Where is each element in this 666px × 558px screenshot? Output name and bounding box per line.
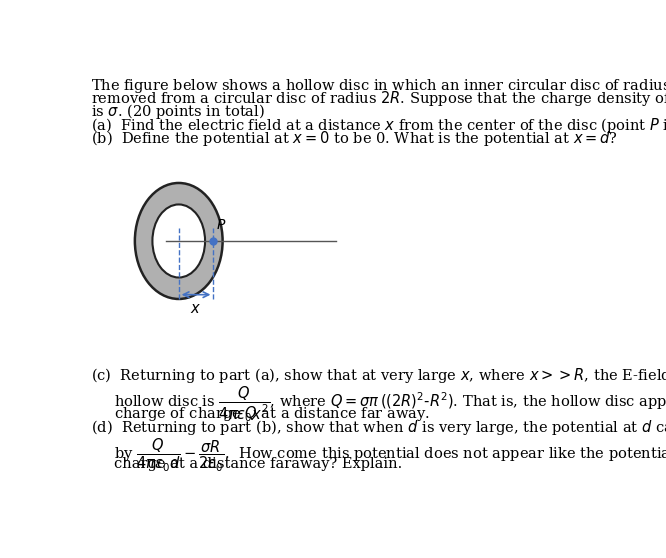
Text: The figure below shows a hollow disc in which an inner circular disc of radius $: The figure below shows a hollow disc in …: [91, 76, 666, 95]
Ellipse shape: [135, 183, 222, 299]
Text: by $\dfrac{Q}{4\pi\varepsilon_0 d} - \dfrac{\sigma R}{2\varepsilon_0}$.  How com: by $\dfrac{Q}{4\pi\varepsilon_0 d} - \df…: [115, 436, 666, 474]
Ellipse shape: [153, 204, 205, 277]
Text: charge of charge $Q$ at a distance far away.: charge of charge $Q$ at a distance far a…: [115, 404, 430, 424]
Text: (c)  Returning to part (a), show that at very large $x$, where $x >> R$, the E-f: (c) Returning to part (a), show that at …: [91, 365, 666, 384]
Text: removed from a circular disc of radius $2R$. Suppose that the charge density of : removed from a circular disc of radius $…: [91, 89, 666, 108]
Text: (d)  Returning to part (b), show that when $d$ is very large, the potential at $: (d) Returning to part (b), show that whe…: [91, 417, 666, 436]
Text: (b)  Define the potential at $x = 0$ to be 0. What is the potential at $x = d$?: (b) Define the potential at $x = 0$ to b…: [91, 129, 618, 148]
Text: $x$: $x$: [190, 302, 202, 316]
Text: is $\sigma$. (20 points in total): is $\sigma$. (20 points in total): [91, 102, 265, 121]
Text: hollow disc is $\dfrac{Q}{4\pi\varepsilon_0 x^2}$, where $Q = \sigma\pi\,((2R)^2: hollow disc is $\dfrac{Q}{4\pi\varepsilo…: [115, 384, 666, 424]
Text: $P$: $P$: [216, 218, 226, 232]
Text: charge at a distance faraway? Explain.: charge at a distance faraway? Explain.: [115, 456, 402, 470]
Text: (a)  Find the electric field at a distance $x$ from the center of the disc (poin: (a) Find the electric field at a distanc…: [91, 116, 666, 135]
